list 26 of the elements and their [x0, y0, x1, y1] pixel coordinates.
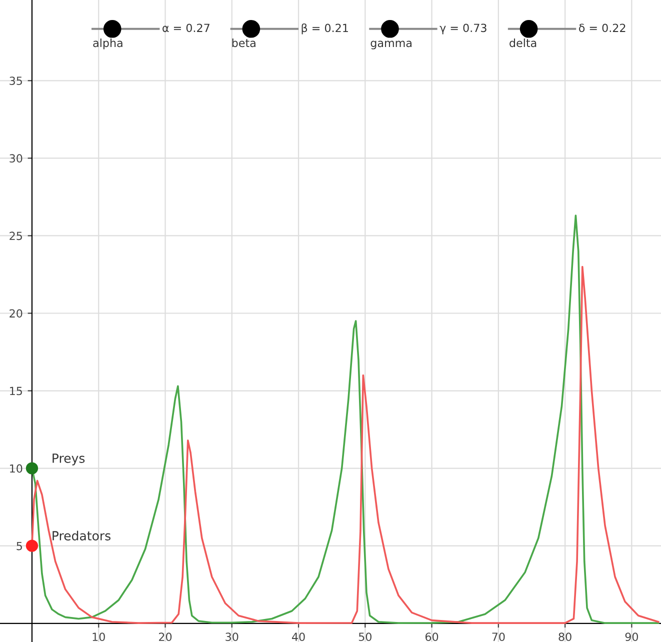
x-tick-label: 30	[226, 632, 238, 642]
y-tick-label: 15	[10, 386, 22, 396]
annotation: beta	[232, 38, 256, 48]
x-tick-label: 10	[92, 632, 105, 642]
annotation: γ = 0.73	[440, 24, 486, 34]
annotation: α = 0.27	[162, 24, 210, 32]
y-tick-label: 20	[10, 309, 22, 318]
x-tick-label: 20	[158, 632, 172, 642]
series-label: Predators	[52, 530, 110, 540]
x-tick-label: 40	[292, 632, 305, 642]
x-tick-label: 50	[358, 632, 372, 642]
annotation: β = 0.21	[302, 23, 348, 34]
annotation: δ = 0.22	[578, 24, 626, 32]
y-tick-label: 10	[10, 464, 22, 473]
y-tick-label: 25	[10, 232, 22, 240]
x-tick-label: 70	[492, 632, 505, 642]
x-tick-label: 80	[558, 632, 572, 642]
annotation: delta	[510, 38, 536, 48]
series-label: Preys	[52, 454, 85, 466]
x-tick-label: 90	[625, 632, 638, 642]
y-tick-label: 5	[16, 542, 22, 550]
annotation: gamma	[370, 40, 412, 50]
annotation: alpha	[93, 38, 122, 50]
x-tick-label: 60	[425, 632, 438, 642]
y-tick-label: 30	[10, 154, 22, 163]
y-tick-label: 35	[10, 76, 22, 86]
